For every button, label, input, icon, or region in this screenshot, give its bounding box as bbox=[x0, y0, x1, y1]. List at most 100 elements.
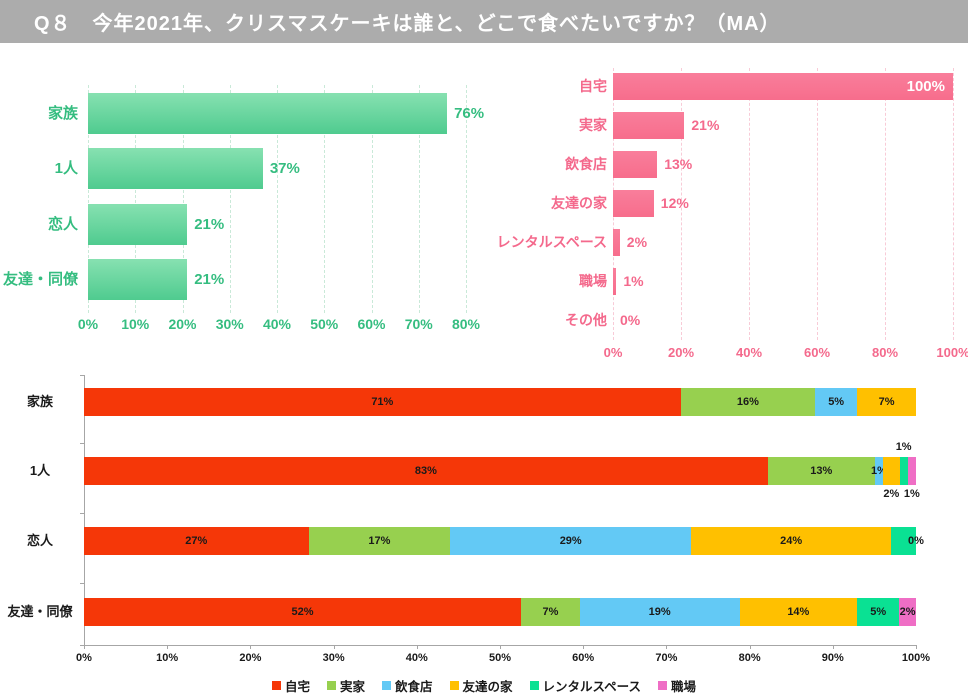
segment-自宅: 27% bbox=[84, 527, 309, 555]
value-label: 13% bbox=[664, 156, 693, 172]
category-label: 飲食店 bbox=[565, 156, 607, 172]
x-tick-label: 0% bbox=[603, 345, 623, 360]
segment-飲食店: 19% bbox=[579, 598, 740, 626]
category-label: 友達・同僚 bbox=[2, 270, 78, 288]
x-tick-label: 80% bbox=[738, 652, 761, 664]
segment-友達の家: 14% bbox=[739, 598, 858, 626]
stacked-bar-row: 52% 7% 19% 14% 5% 2% bbox=[84, 598, 916, 626]
stacked-bar-row: 27% 17% 29% 24% 0% bbox=[84, 527, 924, 555]
x-tick-label: 100% bbox=[936, 345, 968, 360]
segment-callout-label: 1% bbox=[903, 488, 920, 500]
x-tick-label: 30% bbox=[215, 316, 244, 332]
gridline bbox=[953, 68, 954, 340]
segment-label: 1% bbox=[870, 465, 887, 477]
segment-label: 17% bbox=[368, 535, 391, 547]
segment-label: 14% bbox=[787, 606, 810, 618]
x-tick-label: 40% bbox=[262, 316, 292, 332]
legend-item: 実家 bbox=[326, 676, 365, 695]
x-tick-label: 60% bbox=[803, 345, 831, 360]
x-tick-label: 60% bbox=[572, 652, 595, 664]
segment-職場 bbox=[907, 457, 916, 485]
x-tick-label: 30% bbox=[322, 652, 345, 664]
x-tick-label: 90% bbox=[821, 652, 844, 664]
legend-label: レンタルスペース bbox=[542, 679, 642, 694]
bar bbox=[613, 268, 617, 295]
x-tick-label: 20% bbox=[168, 316, 197, 332]
x-tick-label: 20% bbox=[667, 345, 695, 360]
value-label: 21% bbox=[691, 117, 720, 133]
gridline bbox=[371, 85, 373, 313]
segment-label: 19% bbox=[648, 606, 671, 618]
legend-swatch-icon bbox=[449, 680, 459, 690]
gridline bbox=[324, 85, 326, 313]
x-tick-label: 40% bbox=[405, 652, 428, 664]
x-tick-label: 0% bbox=[76, 652, 92, 664]
legend-swatch-icon bbox=[529, 680, 539, 690]
legend-item: 友達の家 bbox=[449, 676, 513, 695]
x-tick-label: 80% bbox=[451, 316, 481, 332]
y-axis-tick bbox=[80, 442, 84, 444]
gridline bbox=[885, 68, 886, 340]
segment-label: 5% bbox=[870, 606, 887, 618]
legend-swatch-icon bbox=[271, 680, 281, 690]
category-label: 友達・同僚 bbox=[7, 604, 73, 619]
category-label: 自宅 bbox=[579, 78, 607, 94]
x-tick-label: 80% bbox=[871, 345, 899, 360]
legend-label: 飲食店 bbox=[394, 679, 433, 694]
x-axis-tick bbox=[500, 645, 501, 649]
question-title: Q８ 今年2021年、クリスマスケーキは誰と、どこで食べたいですか？（MA） bbox=[34, 13, 781, 35]
x-axis-tick bbox=[416, 645, 418, 649]
segment-callout-label: 2% bbox=[883, 488, 900, 500]
segment-label: 71% bbox=[371, 396, 394, 408]
segment-自宅: 83% bbox=[84, 457, 768, 485]
segment-実家: 13% bbox=[767, 457, 875, 485]
chart-where-pink: 0% 20% 40% 60% 80% 100% 自宅 100% 実家 21% 飲食店 13% 友達の家 1… bbox=[480, 60, 968, 370]
value-label: 1% bbox=[623, 273, 644, 289]
stacked-bar-row: 83% 13% 1% bbox=[84, 457, 916, 485]
segment-レンタルスペース bbox=[899, 457, 908, 485]
x-tick-label: 10% bbox=[156, 652, 179, 664]
x-tick-label: 70% bbox=[404, 316, 433, 332]
bar bbox=[88, 93, 448, 134]
legend-swatch-icon bbox=[381, 680, 391, 690]
legend-swatch-icon bbox=[658, 680, 668, 690]
gridline bbox=[418, 85, 420, 313]
x-tick-label: 50% bbox=[310, 316, 339, 332]
bar bbox=[88, 258, 188, 300]
segment-label: 7% bbox=[542, 606, 559, 618]
question-title-bar: Q８ 今年2021年、クリスマスケーキは誰と、どこで食べたいですか？（MA） bbox=[0, 0, 968, 43]
chart-who-where-stacked: 0% 10% 20% 30% 40% 50% 60% 70% 80% 90% 100% 家族 71% 16… bbox=[0, 375, 968, 700]
category-label: 家族 bbox=[26, 394, 53, 409]
x-tick-label: 100% bbox=[901, 652, 931, 664]
x-axis-tick bbox=[250, 645, 252, 649]
segment-label: 83% bbox=[414, 465, 437, 477]
legend-label: 自宅 bbox=[284, 679, 310, 694]
category-label: 1人 bbox=[29, 463, 51, 478]
segment-callout-label: 1% bbox=[895, 441, 912, 453]
segment-実家: 7% bbox=[521, 598, 580, 626]
category-label: 職場 bbox=[579, 273, 607, 289]
bar bbox=[613, 151, 658, 178]
x-axis-tick bbox=[749, 645, 751, 649]
x-axis-tick bbox=[583, 645, 585, 649]
segment-label: 2% bbox=[899, 606, 916, 618]
segment-label: 0% bbox=[908, 535, 924, 547]
x-tick-label: 40% bbox=[735, 345, 763, 360]
legend-item: 自宅 bbox=[271, 676, 310, 695]
segment-飲食店: 5% bbox=[815, 388, 858, 416]
x-axis-tick bbox=[832, 645, 834, 649]
value-label: 76% bbox=[454, 105, 485, 122]
category-label: 恋人 bbox=[47, 215, 78, 233]
segment-自宅: 52% bbox=[84, 598, 521, 626]
segment-レンタルスペース: 5% bbox=[857, 598, 900, 626]
bar bbox=[613, 229, 620, 256]
value-label: 37% bbox=[269, 160, 300, 178]
y-axis-line bbox=[84, 375, 85, 645]
segment-友達の家 bbox=[883, 457, 900, 485]
bar bbox=[613, 112, 685, 139]
category-label: レンタルスペース bbox=[496, 234, 607, 250]
category-label: 家族 bbox=[47, 105, 78, 122]
value-label: 100% bbox=[906, 78, 945, 95]
y-axis-tick bbox=[80, 512, 84, 514]
x-tick-label: 60% bbox=[357, 316, 386, 332]
